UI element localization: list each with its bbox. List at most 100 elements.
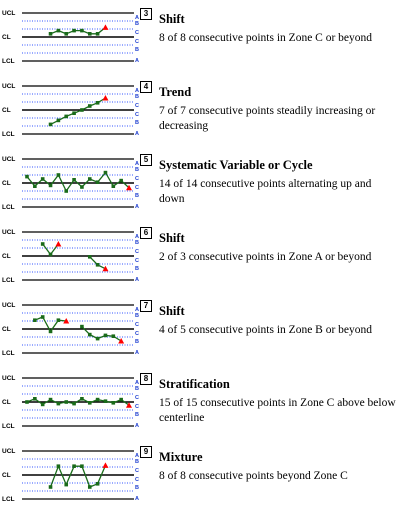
rule-number-box: 7 [140, 300, 152, 312]
flag-point [126, 184, 132, 191]
zone-letter: A [135, 131, 139, 137]
flag-point [102, 462, 109, 468]
data-point [95, 101, 100, 105]
rule-number-box: 5 [140, 154, 152, 166]
data-point [64, 189, 69, 193]
data-point [80, 28, 84, 33]
data-point [103, 399, 108, 403]
data-point [87, 104, 92, 108]
zone-letter: C [135, 39, 139, 45]
zone-letter: B [135, 94, 139, 100]
data-point [119, 178, 123, 183]
rule-description: 8 of 8 consecutive points in Zone C or b… [159, 32, 373, 44]
rule-block: UCL CL LCL A B C C B A 4 Trend 7 of 7 consecutive p… [0, 77, 411, 149]
cl-label: CL [2, 253, 11, 260]
ucl-label: UCL [2, 375, 15, 382]
zone-letter: C [135, 477, 139, 483]
data-point [87, 32, 92, 36]
data-point [119, 397, 123, 402]
rule-block: UCL CL LCL A B C C B A 7 Shift 4 of 5 consecutive p… [0, 296, 411, 368]
rule-number-box: 4 [140, 81, 152, 93]
data-point [40, 177, 45, 181]
data-point [72, 401, 76, 406]
zone-letter: A [135, 234, 139, 240]
zone-letter: B [135, 47, 139, 53]
data-point [64, 32, 69, 36]
data-point [64, 114, 69, 119]
series-line [89, 256, 106, 270]
zone-letter: C [135, 249, 139, 255]
cl-label: CL [2, 472, 11, 479]
zone-letter: C [135, 30, 139, 36]
cl-label: CL [2, 399, 11, 406]
data-point [48, 32, 53, 36]
zone-letter: A [135, 277, 139, 283]
data-point [48, 183, 53, 188]
data-point [48, 397, 53, 402]
data-point [103, 170, 108, 175]
data-point [95, 32, 100, 36]
cl-label: CL [2, 180, 11, 187]
cl-label: CL [2, 107, 11, 114]
rule-number-box: 3 [140, 8, 152, 20]
zone-letter: A [135, 58, 139, 64]
lcl-label: LCL [2, 277, 15, 283]
data-point [80, 185, 84, 189]
flag-point [126, 402, 132, 408]
zone-letter: B [135, 485, 139, 491]
flag-point [63, 318, 70, 324]
data-point [95, 397, 100, 402]
data-point [40, 315, 45, 319]
rule-title: Mixture [159, 450, 203, 464]
ucl-label: UCL [2, 83, 15, 90]
zone-letter: C [135, 103, 139, 109]
data-point [56, 118, 61, 123]
data-point [111, 401, 116, 405]
rule-number-box: 8 [140, 373, 152, 385]
zone-letter: C [135, 331, 139, 337]
data-point [33, 184, 37, 188]
rule-number-box: 9 [140, 446, 152, 458]
data-point [72, 28, 76, 33]
data-point [48, 122, 53, 127]
rule-title: Shift [159, 12, 185, 26]
data-point [33, 397, 37, 401]
ucl-label: UCL [2, 156, 15, 163]
flag-point [102, 265, 109, 272]
rule-block: UCL CL LCL A B C C B A 6 Shift 2 of 3 consecutive p… [0, 223, 411, 295]
data-point [95, 180, 100, 184]
rule-block: UCL CL LCL A B C C B A 9 Mixture 8 of 8 consecutive… [0, 442, 411, 514]
rule-title: Shift [159, 231, 185, 245]
data-point [72, 111, 76, 115]
data-point [48, 252, 53, 257]
data-point [40, 242, 45, 246]
lcl-label: LCL [2, 58, 15, 64]
rule-description: 15 of 15 consecutive points in Zone C ab… [159, 397, 396, 424]
rule-title: Stratification [159, 377, 230, 391]
ucl-label: UCL [2, 448, 15, 455]
zone-letter: A [135, 423, 139, 429]
data-point [72, 178, 76, 182]
data-point [80, 464, 84, 468]
data-point [25, 400, 29, 404]
zone-letter: A [135, 350, 139, 356]
flag-point [102, 95, 109, 101]
data-point [56, 173, 61, 177]
rule-description: 4 of 5 consecutive points in Zone B or b… [159, 324, 373, 336]
data-point [33, 318, 37, 322]
data-point [111, 184, 116, 188]
zone-letter: B [135, 167, 139, 173]
data-point [56, 28, 61, 33]
zone-letter: C [135, 176, 139, 182]
lcl-label: LCL [2, 131, 15, 137]
zone-letter: B [135, 313, 139, 319]
zone-letter: B [135, 459, 139, 465]
data-point [95, 336, 100, 341]
zone-letter: A [135, 88, 139, 94]
rule-title: Systematic Variable or Cycle [159, 158, 313, 172]
lcl-label: LCL [2, 423, 15, 429]
